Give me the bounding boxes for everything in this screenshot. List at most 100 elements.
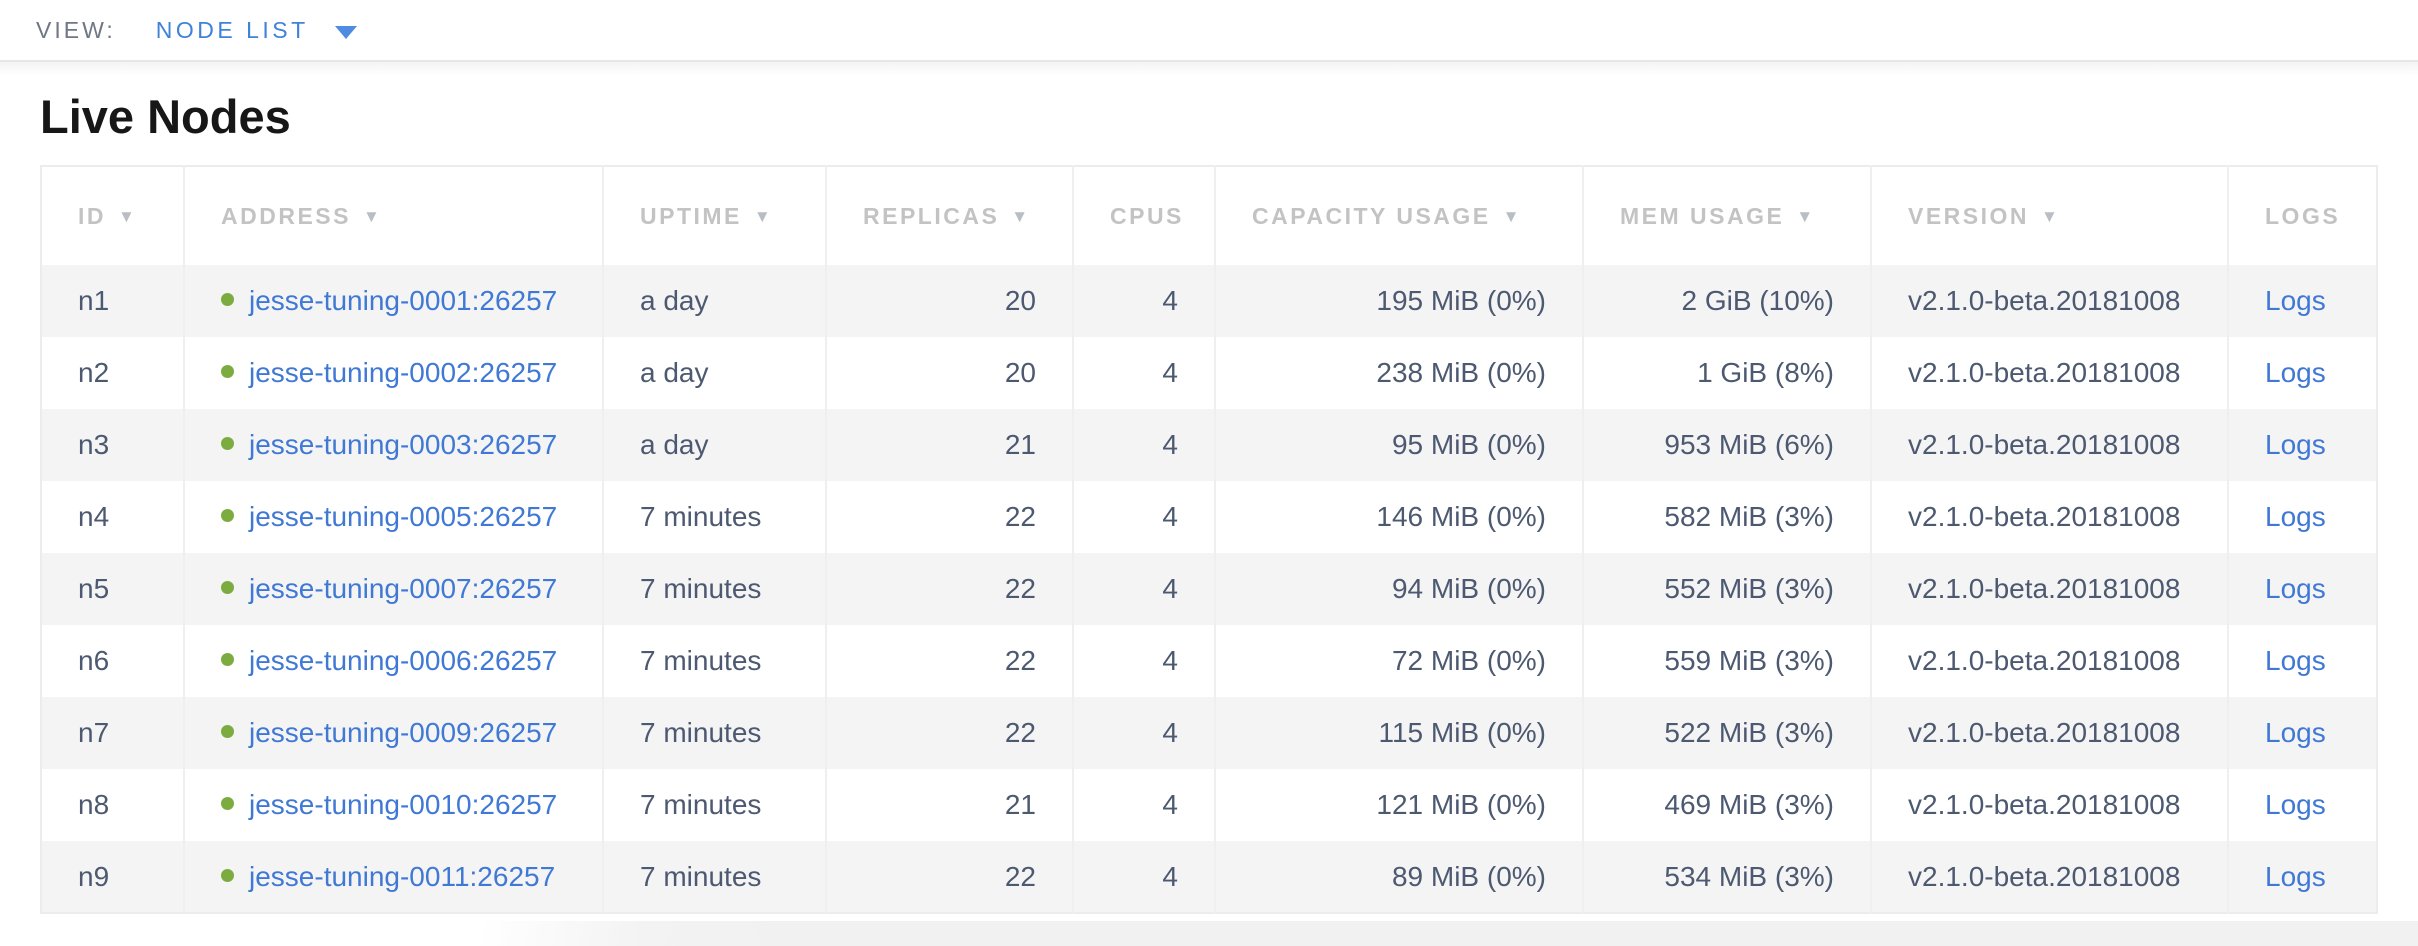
node-capacity: 89 MiB (0%) — [1214, 841, 1583, 913]
node-address-cell: jesse-tuning-0011:26257 — [183, 841, 603, 913]
node-address-link[interactable]: jesse-tuning-0005:26257 — [249, 501, 558, 532]
node-mem: 552 MiB (3%) — [1582, 553, 1871, 625]
node-cpus: 4 — [1072, 625, 1215, 697]
node-address-link[interactable]: jesse-tuning-0010:26257 — [249, 789, 558, 820]
node-version: v2.1.0-beta.20181008 — [1870, 769, 2228, 841]
node-capacity: 72 MiB (0%) — [1214, 625, 1583, 697]
node-cpus: 4 — [1072, 769, 1215, 841]
table-row: n3 jesse-tuning-0003:26257 a day 21 4 95… — [41, 409, 2377, 481]
node-replicas: 22 — [825, 697, 1073, 769]
node-uptime: 7 minutes — [602, 625, 826, 697]
node-address-cell: jesse-tuning-0009:26257 — [183, 697, 603, 769]
node-id: n2 — [78, 357, 110, 388]
node-logs-link[interactable]: Logs — [2265, 573, 2326, 604]
bottom-edge-artifact — [480, 921, 2418, 946]
view-dropdown[interactable]: NODE LIST — [156, 17, 357, 44]
sort-desc-icon: ▼ — [753, 206, 774, 226]
node-capacity: 95 MiB (0%) — [1214, 409, 1583, 481]
node-id: n7 — [41, 697, 184, 769]
node-replicas: 20 — [825, 337, 1073, 409]
node-cpus: 4 — [1072, 553, 1215, 625]
table-row: n8 jesse-tuning-0010:26257 7 minutes 21 … — [41, 769, 2377, 841]
sort-desc-icon: ▼ — [1796, 206, 1816, 226]
node-address-link[interactable]: jesse-tuning-0006:26257 — [249, 645, 558, 676]
node-logs-link[interactable]: Logs — [2265, 357, 2326, 388]
node-uptime: a day — [602, 265, 826, 337]
node-address-link[interactable]: jesse-tuning-0007:26257 — [249, 573, 558, 604]
table-row: n2 jesse-tuning-0002:26257 a day 20 4 23… — [41, 337, 2377, 409]
node-address-cell: jesse-tuning-0003:26257 — [183, 409, 603, 481]
node-replicas: 22 — [825, 625, 1073, 697]
node-logs-cell: Logs — [2227, 553, 2377, 625]
column-header-address[interactable]: ADDRESS ▼ — [183, 166, 603, 265]
node-uptime: 7 minutes — [602, 481, 826, 553]
node-mem: 2 GiB (10%) — [1582, 265, 1871, 337]
node-address-link[interactable]: jesse-tuning-0001:26257 — [249, 285, 558, 316]
node-replicas: 21 — [825, 769, 1073, 841]
node-mem: 582 MiB (3%) — [1582, 481, 1871, 553]
node-logs-link[interactable]: Logs — [2265, 501, 2326, 532]
column-header-id[interactable]: ID ▼ — [41, 166, 184, 265]
column-label: CAPACITY USAGE — [1252, 202, 1491, 229]
node-capacity: 195 MiB (0%) — [1214, 265, 1583, 337]
node-capacity: 115 MiB (0%) — [1214, 697, 1583, 769]
node-address-link[interactable]: jesse-tuning-0011:26257 — [249, 860, 556, 892]
node-capacity: 94 MiB (0%) — [1214, 553, 1583, 625]
node-version: v2.1.0-beta.20181008 — [1870, 409, 2228, 481]
column-label: ID — [78, 202, 106, 229]
node-address-link[interactable]: jesse-tuning-0009:26257 — [249, 717, 558, 748]
node-cpus: 4 — [1072, 841, 1215, 913]
node-logs-link[interactable]: Logs — [2265, 717, 2326, 748]
node-status-icon — [221, 365, 234, 379]
table-row: n4 jesse-tuning-0005:26257 7 minutes 22 … — [41, 481, 2377, 553]
node-version: v2.1.0-beta.20181008 — [1870, 625, 2228, 697]
column-label: CPUS — [1110, 202, 1184, 229]
page-title: Live Nodes — [40, 90, 291, 143]
node-replicas: 22 — [825, 553, 1073, 625]
table-row: n5 jesse-tuning-0007:26257 7 minutes 22 … — [41, 553, 2377, 625]
sort-desc-icon: ▼ — [1502, 206, 1522, 226]
live-nodes-table: ID ▼ ADDRESS ▼ UPTIME ▼ REPLICAS ▼ CPUS CAPA… — [40, 165, 2378, 914]
node-address-cell: jesse-tuning-0007:26257 — [183, 553, 603, 625]
node-logs-link[interactable]: Logs — [2265, 645, 2326, 676]
table-row: n6 jesse-tuning-0006:26257 7 minutes 22 … — [41, 625, 2377, 697]
node-status-icon — [221, 797, 234, 811]
node-logs-link[interactable]: Logs — [2265, 429, 2326, 460]
node-cpus: 4 — [1072, 265, 1215, 337]
column-label: ADDRESS — [221, 202, 351, 229]
sort-desc-icon: ▼ — [1011, 206, 1031, 226]
node-uptime: a day — [602, 337, 826, 409]
node-logs-cell: Logs — [2227, 409, 2377, 481]
node-status-icon — [221, 293, 234, 307]
column-header-capacity-usage[interactable]: CAPACITY USAGE ▼ — [1214, 166, 1583, 265]
node-logs-link[interactable]: Logs — [2265, 789, 2326, 820]
view-dropdown-value: NODE LIST — [155, 17, 309, 43]
node-mem: 522 MiB (3%) — [1582, 697, 1871, 769]
node-uptime: 7 minutes — [602, 769, 826, 841]
node-cpus: 4 — [1072, 481, 1215, 553]
column-header-version[interactable]: VERSION ▼ — [1870, 166, 2228, 265]
node-address-cell: jesse-tuning-0010:26257 — [183, 769, 603, 841]
node-capacity: 238 MiB (0%) — [1214, 337, 1583, 409]
node-replicas: 22 — [825, 841, 1073, 913]
column-header-logs: LOGS — [2227, 166, 2377, 265]
node-version: v2.1.0-beta.20181008 — [1870, 265, 2228, 337]
node-id: n8 — [78, 789, 110, 820]
column-header-replicas[interactable]: REPLICAS ▼ — [825, 166, 1073, 265]
node-logs-link[interactable]: Logs — [2265, 285, 2326, 316]
table-row: n1 jesse-tuning-0001:26257 a day 20 4 19… — [41, 265, 2377, 337]
column-label: REPLICAS — [863, 202, 1000, 229]
table-row: n7 jesse-tuning-0009:26257 7 minutes 22 … — [41, 697, 2377, 769]
node-logs-link[interactable]: Logs — [2265, 860, 2326, 892]
column-header-mem-usage[interactable]: MEM USAGE ▼ — [1582, 166, 1871, 265]
node-version: v2.1.0-beta.20181008 — [1870, 841, 2228, 913]
column-header-uptime[interactable]: UPTIME ▼ — [602, 166, 826, 265]
node-cpus: 4 — [1072, 409, 1215, 481]
column-label: MEM USAGE — [1620, 202, 1785, 229]
node-address-link[interactable]: jesse-tuning-0003:26257 — [249, 429, 558, 460]
node-id: n6 — [78, 645, 110, 676]
node-address-cell: jesse-tuning-0006:26257 — [183, 625, 603, 697]
sort-desc-icon: ▼ — [118, 206, 138, 226]
column-header-cpus: CPUS — [1072, 166, 1215, 265]
node-address-link[interactable]: jesse-tuning-0002:26257 — [249, 357, 558, 388]
